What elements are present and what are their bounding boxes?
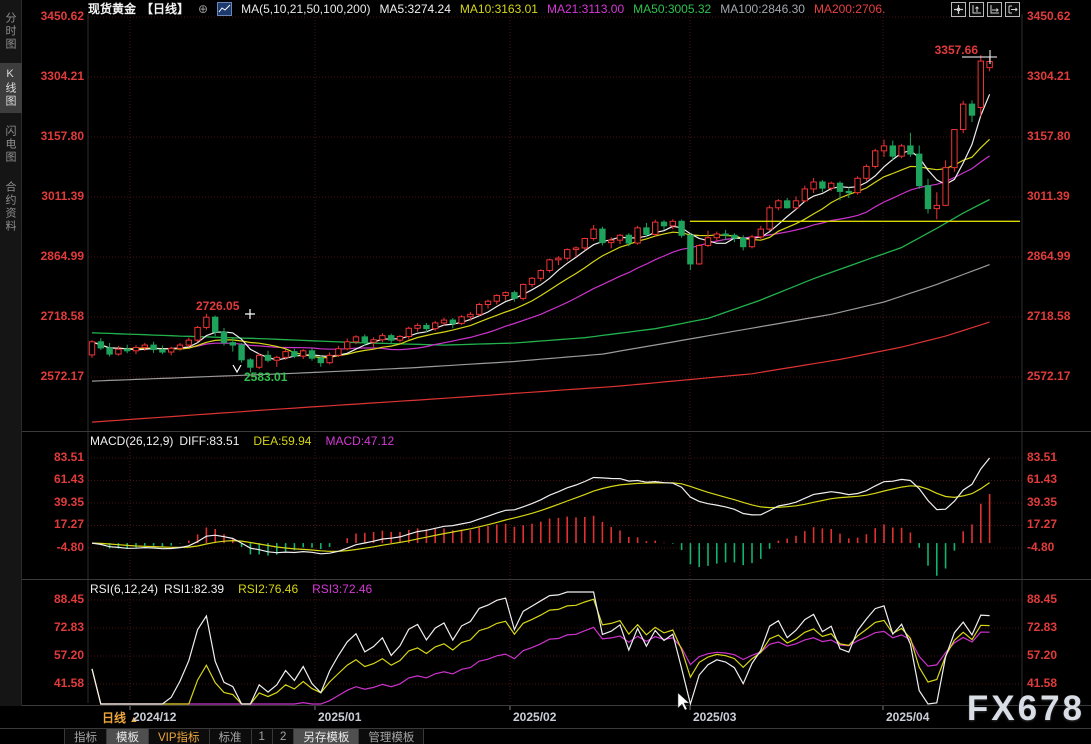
price-tick-right-1: 3304.21	[1027, 68, 1071, 83]
tab-5[interactable]: 2	[272, 729, 295, 744]
price-tick-right-3: 3011.39	[1027, 188, 1070, 203]
tab-2[interactable]: VIP指标	[149, 729, 210, 744]
mouse-cursor	[677, 692, 690, 711]
rsi-tick-right-0: 88.45	[1027, 592, 1058, 606]
macd-tick-left-4: -4.80	[56, 539, 84, 554]
ma5-value: MA5:3274.24	[379, 1, 451, 16]
price-tick-right-5: 2718.58	[1027, 308, 1071, 323]
crosshair-icon[interactable]	[951, 2, 966, 17]
macd-tick-right-3: 17.27	[1027, 517, 1058, 532]
rsi-header: RSI(6,12,24) RSI1:82.39 RSI2:76.46 RSI3:…	[90, 582, 372, 596]
ma21-value: MA21:3113.00	[546, 1, 625, 16]
period-tag: 【日线】	[141, 2, 190, 16]
macd-tick-left-3: 17.27	[53, 517, 84, 532]
rsi-panel-series	[91, 591, 990, 707]
macd-diff-value: DIFF:83.51	[179, 434, 240, 448]
rsi-params-label: RSI(6,12,24)	[90, 582, 159, 596]
price-tick-right-6: 2572.17	[1027, 368, 1071, 383]
peak-price-annotation: 2726.05	[196, 299, 240, 313]
chart-toolbar	[951, 2, 1020, 17]
tab-6[interactable]: 另存模板	[294, 729, 360, 744]
rsi-tick-left-3: 41.58	[53, 675, 84, 690]
rsi-tick-left-2: 57.20	[53, 647, 84, 662]
tab-7[interactable]: 管理模板	[359, 729, 425, 744]
period-selector-button[interactable]: 日线 ▲	[102, 711, 139, 725]
indicator-chart-icon[interactable]	[217, 1, 233, 16]
macd-tick-right-4: -4.80	[1027, 539, 1055, 554]
price-tick-right-0: 3450.62	[1027, 9, 1071, 23]
ma-lines	[91, 94, 991, 423]
ma10-value: MA10:3163.01	[459, 1, 538, 16]
price-tick-left-6: 2572.17	[40, 368, 84, 383]
price-tick-right-2: 3157.80	[1027, 128, 1071, 143]
rsi1-value: RSI1:82.39	[164, 582, 225, 596]
macd-macd-value: MACD:47.12	[325, 434, 395, 448]
x-axis-label-0: 2024/12	[133, 710, 177, 724]
ma200-value: MA200:2706.	[813, 1, 886, 16]
chart-type-sidebar: 分时图 K线图闪电图合约资料	[0, 0, 22, 706]
zoom-x-axis-icon[interactable]	[987, 2, 1002, 17]
symbol-title: 现货黄金	[88, 2, 137, 16]
tab-3[interactable]: 标准	[209, 729, 252, 744]
macd-tick-left-1: 61.43	[53, 472, 84, 487]
pan-right-icon[interactable]	[1005, 2, 1020, 17]
zoom-y-axis-icon[interactable]	[969, 2, 984, 17]
rsi-tick-right-3: 41.58	[1027, 675, 1058, 690]
bottom-tab-bar: 指标 模板 VIP指标 标准 1 2 另存模板 管理模板	[64, 729, 425, 744]
sidebar-item-1[interactable]: K线图	[0, 63, 22, 113]
ma-group-label: MA(5,10,21,50,100,200)	[241, 1, 371, 16]
rsi-tick-left-1: 72.83	[53, 619, 84, 634]
chart-header: 现货黄金 【日线】 ⊕ MA(5,10,21,50,100,200) MA5:3…	[88, 1, 885, 16]
macd-tick-left-2: 39.35	[53, 494, 84, 509]
macd-params-label: MACD(26,12,9)	[90, 434, 174, 448]
low-price-annotation: 2583.01	[244, 370, 288, 384]
macd-tick-right-2: 39.35	[1027, 494, 1058, 509]
triangle-up-icon: ▲	[129, 714, 139, 724]
sidebar-item-3[interactable]: 合约资料	[4, 181, 16, 233]
x-axis-label-4: 2025/04	[886, 710, 930, 724]
macd-header: MACD(26,12,9) DIFF:83.51 DEA:59.94 MACD:…	[90, 434, 394, 448]
price-tick-left-5: 2718.58	[40, 308, 84, 323]
rsi-tick-right-1: 72.83	[1027, 619, 1058, 634]
rsi-tick-right-2: 57.20	[1027, 647, 1058, 662]
macd-tick-left-0: 83.51	[53, 450, 84, 464]
x-axis-label-1: 2025/01	[318, 710, 362, 724]
price-tick-left-2: 3157.80	[40, 128, 84, 143]
price-tick-left-0: 3450.62	[40, 9, 84, 23]
x-axis-label-3: 2025/03	[693, 710, 737, 724]
ma50-value: MA50:3005.32	[633, 1, 712, 16]
macd-tick-right-1: 61.43	[1027, 472, 1058, 487]
tab-0[interactable]: 指标	[65, 729, 107, 744]
macd-panel-series	[91, 457, 991, 576]
rsi3-value: RSI3:72.46	[312, 582, 373, 596]
x-axis-label-2: 2025/02	[513, 710, 557, 724]
sidebar-item-2[interactable]: 闪电图	[4, 125, 16, 164]
brand-watermark: FX678	[966, 689, 1085, 728]
sidebar-item-0[interactable]: 分时图	[4, 12, 16, 51]
tab-1[interactable]: 模板	[107, 729, 149, 744]
price-tick-left-1: 3304.21	[40, 68, 84, 83]
add-overlay-icon[interactable]: ⊕	[198, 1, 209, 16]
gridlines	[0, 14, 1091, 729]
chart-markers	[232, 50, 1020, 711]
rsi-tick-left-0: 88.45	[53, 592, 84, 606]
price-tick-left-4: 2864.99	[40, 248, 84, 263]
rsi2-value: RSI2:76.46	[238, 582, 299, 596]
price-tick-right-4: 2864.99	[1027, 248, 1071, 263]
high-price-annotation: 3357.66	[934, 43, 978, 57]
tab-4[interactable]: 1	[251, 729, 273, 744]
macd-tick-right-0: 83.51	[1027, 450, 1058, 464]
ma100-value: MA100:2846.30	[720, 1, 805, 16]
price-tick-left-3: 3011.39	[41, 188, 84, 203]
macd-dea-value: DEA:59.94	[253, 434, 312, 448]
candlestick-series	[88, 55, 993, 373]
